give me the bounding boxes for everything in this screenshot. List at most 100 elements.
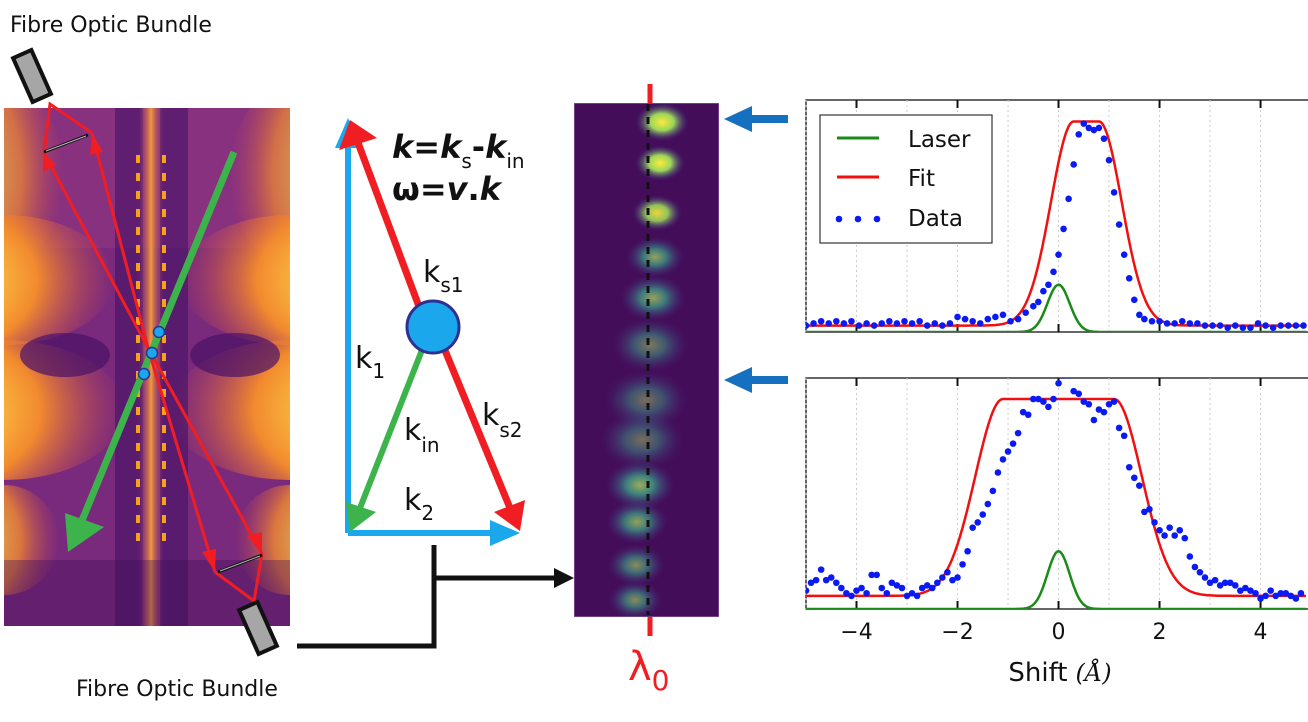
- data-point: [1146, 505, 1153, 513]
- data-point: [893, 582, 901, 589]
- data-point: [954, 574, 961, 581]
- red-arrowhead-top-1: [43, 153, 56, 172]
- series-laser-line: [806, 550, 1306, 609]
- data-point: [1201, 322, 1209, 329]
- data-point: [1019, 408, 1027, 416]
- data-point: [1171, 532, 1178, 539]
- ks1-vector: [353, 138, 428, 322]
- data-point: [1060, 225, 1067, 233]
- data-point: [974, 519, 982, 526]
- data-point: [1075, 390, 1083, 398]
- data-point: [1040, 287, 1047, 295]
- data-point: [1231, 582, 1239, 589]
- data-point: [961, 315, 969, 323]
- data-point: [928, 584, 936, 592]
- spectrogram-image: [574, 103, 719, 617]
- data-point: [984, 500, 992, 508]
- data-point: [1050, 268, 1057, 276]
- data-point: [1186, 320, 1194, 327]
- data-point: [1231, 322, 1239, 329]
- data-point: [1120, 432, 1128, 440]
- spectrogram-panel: λ0: [574, 84, 788, 697]
- data-point: [1267, 587, 1274, 594]
- spectrogram-blob: [607, 544, 665, 586]
- data-point: [1035, 298, 1042, 306]
- data-point: [1262, 592, 1269, 600]
- legend-marker-data: [835, 215, 843, 223]
- data-point: [989, 487, 997, 495]
- data-point: [1090, 126, 1098, 134]
- ks2-arrowhead: [494, 500, 525, 531]
- data-point: [893, 320, 901, 327]
- data-point: [1105, 400, 1113, 408]
- data-point: [878, 584, 886, 592]
- data-point: [1130, 474, 1138, 482]
- data-point: [853, 587, 860, 594]
- pointer-arrow-top-icon: [724, 106, 752, 132]
- kin-arrowhead: [346, 502, 376, 532]
- data-point: [1257, 595, 1264, 602]
- data-point: [1300, 322, 1307, 329]
- data-point: [1171, 320, 1178, 327]
- data-point: [1130, 296, 1138, 304]
- legend-marker-data: [854, 215, 862, 223]
- data-point: [1035, 395, 1042, 403]
- data-point: [964, 547, 971, 555]
- data-point: [1262, 322, 1269, 329]
- data-point: [1247, 324, 1254, 332]
- data-point: [833, 579, 840, 587]
- green-beam-arrowhead: [65, 513, 104, 552]
- data-point: [1242, 584, 1249, 592]
- data-point: [1070, 161, 1077, 168]
- data-point: [1156, 526, 1163, 534]
- data-point: [825, 320, 833, 327]
- legend-marker-data: [873, 215, 881, 223]
- data-point: [838, 584, 845, 592]
- data-point: [1100, 408, 1108, 416]
- data-point: [1080, 398, 1088, 405]
- data-point: [1216, 322, 1224, 329]
- plot-frame: [805, 377, 1308, 610]
- data-point: [848, 317, 855, 325]
- data-point: [1110, 189, 1118, 196]
- data-point: [913, 592, 921, 600]
- left-colormap-panel: Fibre Optic Bundle Fibre Optic Bundle: [4, 13, 290, 702]
- data-point: [944, 568, 951, 576]
- red-arrowhead-top-2: [90, 133, 103, 155]
- label-ks2: ks2: [482, 398, 523, 442]
- data-point: [1141, 315, 1148, 323]
- fibre-bundle-bottom-label: Fibre Optic Bundle: [76, 677, 278, 702]
- data-point: [1252, 589, 1259, 597]
- data-point: [908, 589, 916, 597]
- data-point: [883, 589, 891, 597]
- data-point: [901, 317, 908, 325]
- data-point: [1181, 534, 1189, 542]
- data-point: [908, 320, 916, 327]
- scattering-point-1: [152, 325, 166, 339]
- data-point: [1148, 317, 1156, 325]
- data-point: [1292, 595, 1300, 602]
- legend-label-data: Data: [908, 206, 963, 232]
- data-point: [858, 584, 865, 592]
- data-point: [1024, 411, 1032, 419]
- data-point: [1269, 324, 1277, 332]
- data-point: [817, 317, 825, 325]
- kin-vector: [357, 348, 425, 510]
- data-point: [999, 311, 1007, 319]
- data-point: [918, 584, 926, 592]
- data-point: [1095, 406, 1103, 413]
- label-kin: kin: [404, 413, 440, 457]
- data-point: [817, 566, 825, 573]
- series-laser-line: [806, 283, 1306, 332]
- red-scatter-beams-top: [42, 101, 150, 349]
- data-point: [848, 592, 855, 600]
- data-point: [959, 561, 966, 568]
- data-point: [1211, 576, 1219, 584]
- data-point: [1090, 416, 1098, 424]
- data-point: [903, 592, 911, 600]
- data-point: [1055, 379, 1062, 387]
- data-point: [843, 589, 850, 597]
- label-ks1: ks1: [423, 255, 464, 297]
- data-point: [1095, 124, 1103, 132]
- signal-path-connector: [297, 545, 574, 649]
